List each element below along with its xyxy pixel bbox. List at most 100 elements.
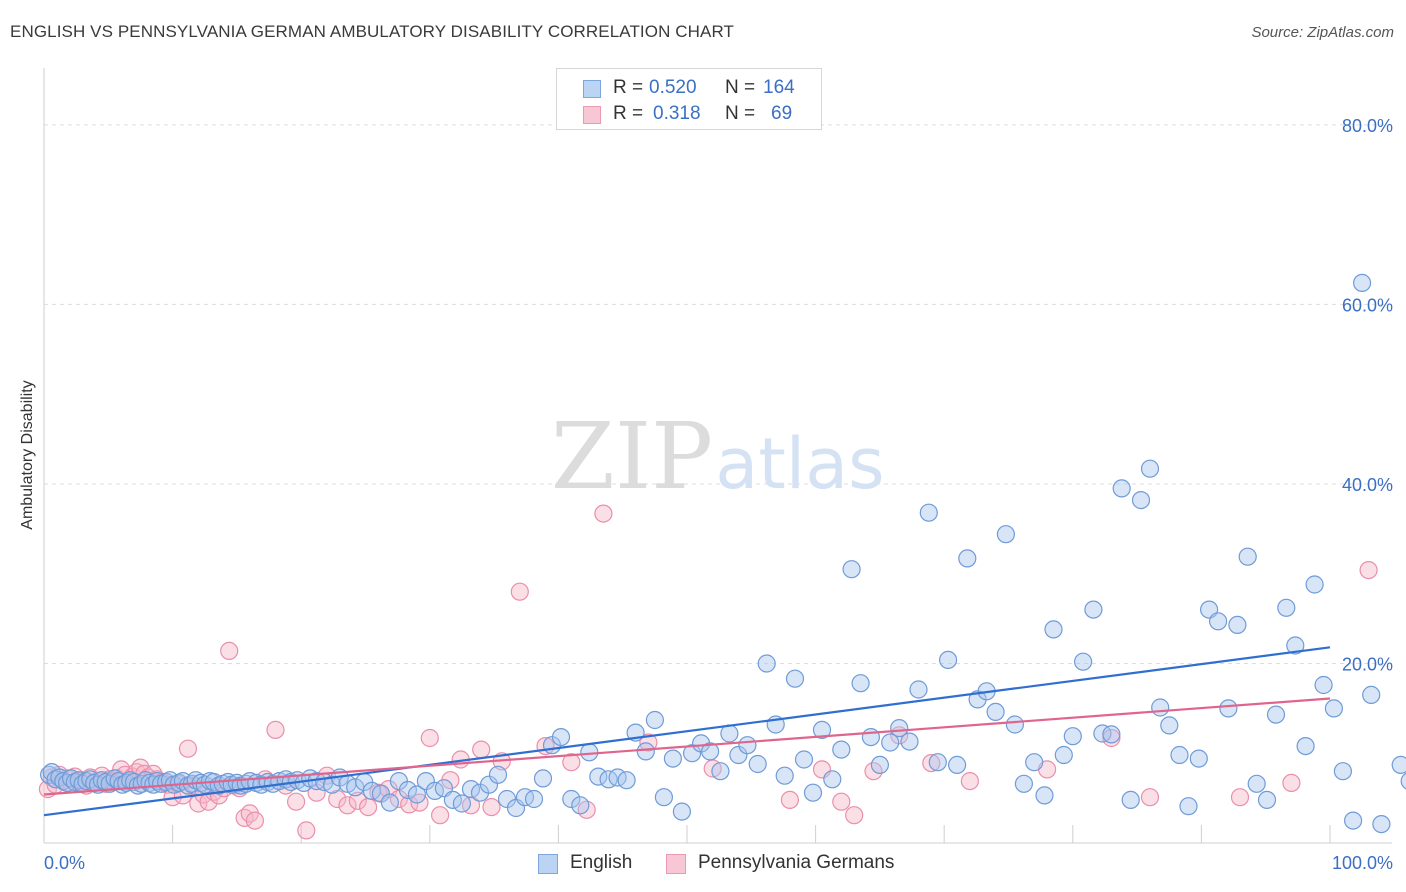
pennsylvania-germans-point xyxy=(178,739,198,758)
pennsylvania-germans-point xyxy=(338,796,357,815)
english-point xyxy=(881,733,900,752)
english-point xyxy=(700,742,720,761)
r-label: R = xyxy=(613,103,644,124)
english-swatch xyxy=(583,80,601,98)
pennsylvania-germans-point xyxy=(328,789,347,809)
english-point xyxy=(380,793,399,812)
english-point xyxy=(1238,547,1257,566)
english-point xyxy=(832,740,851,759)
english-point xyxy=(1228,615,1247,635)
english-point xyxy=(1257,790,1277,810)
pennsylvania-germans-point xyxy=(960,771,980,791)
english-point xyxy=(398,780,417,800)
pennsylvania-germans-point xyxy=(245,811,264,830)
english-point xyxy=(672,802,692,821)
x-tick-label: 100.0% xyxy=(1332,853,1393,873)
english-point xyxy=(775,766,794,785)
x-tick-label: 0.0% xyxy=(44,853,85,873)
pennsylvania-germans-point xyxy=(845,806,864,825)
english-point xyxy=(1324,699,1344,718)
pennsylvania-germans-point xyxy=(348,791,367,810)
english-point xyxy=(711,762,730,781)
english-point xyxy=(785,669,805,688)
english-point xyxy=(1005,715,1025,734)
pennsylvania-germans-point xyxy=(431,806,450,825)
english-point xyxy=(1073,652,1093,671)
english-point xyxy=(1170,745,1189,765)
english-point xyxy=(1112,479,1131,498)
english-point xyxy=(654,788,674,807)
english-point xyxy=(1219,699,1238,718)
english-point xyxy=(551,727,571,747)
english-point xyxy=(1372,814,1391,834)
pennsylvania-germans-point xyxy=(510,582,529,601)
english-point xyxy=(323,775,342,794)
english-point xyxy=(1035,786,1054,805)
pennsylvania-germans-point xyxy=(461,796,481,815)
english-point xyxy=(900,732,919,751)
pennsylvania-germans-legend-label: Pennsylvania Germans xyxy=(698,852,895,873)
english-point xyxy=(1131,491,1151,510)
source-credit: Source: ZipAtlas.com xyxy=(1251,24,1394,41)
pennsylvania-germans-point xyxy=(359,797,378,817)
y-tick-label: 60.0% xyxy=(1342,295,1393,315)
pennsylvania-germans-r-value: 0.318 xyxy=(653,103,701,124)
chart-title: ENGLISH VS PENNSYLVANIA GERMAN AMBULATOR… xyxy=(10,22,735,41)
english-point xyxy=(1208,612,1228,631)
english-point xyxy=(842,560,861,579)
english-point xyxy=(909,680,928,699)
grid-lines xyxy=(44,124,1392,664)
english-point xyxy=(823,770,842,789)
english-point xyxy=(645,710,665,730)
r-label: R = xyxy=(613,77,644,98)
axes xyxy=(43,68,1392,844)
english-point xyxy=(1247,774,1266,793)
english-point xyxy=(1333,762,1353,781)
pennsylvania-germans-point xyxy=(1359,560,1378,580)
english-point xyxy=(1305,575,1324,594)
pennsylvania-germans-point xyxy=(420,728,439,748)
english-point xyxy=(1025,753,1044,772)
english-point xyxy=(958,549,977,568)
english-point xyxy=(1400,772,1406,790)
english-point xyxy=(757,654,776,673)
english-point xyxy=(794,750,814,769)
english-point xyxy=(1014,774,1034,793)
english-point xyxy=(851,674,870,693)
english-point xyxy=(870,755,890,775)
watermark-zip: ZIP xyxy=(551,403,713,510)
english-trend-line xyxy=(43,646,1331,817)
english-legend-label: English xyxy=(570,852,633,873)
english-point xyxy=(748,754,767,774)
english-point xyxy=(738,736,757,755)
english-point xyxy=(1063,727,1082,746)
tick-labels: 20.0% 40.0% 60.0% 80.0% 0.0% 100.0% xyxy=(44,116,1393,873)
pennsylvania-germans-point xyxy=(220,641,239,661)
pennsylvania-germans-point xyxy=(1282,773,1301,793)
english-point xyxy=(240,771,259,791)
english-point xyxy=(928,753,947,772)
pennsylvania-germans-point xyxy=(266,720,285,740)
pennsylvania-germans-point xyxy=(922,753,941,773)
english-point xyxy=(1160,716,1179,735)
english-point xyxy=(515,788,535,807)
english-point xyxy=(947,755,967,775)
english-point xyxy=(996,525,1016,544)
watermark-atlas: atlas xyxy=(715,423,884,505)
english-point xyxy=(812,720,832,740)
trend-lines xyxy=(43,646,1331,817)
pennsylvania-germans-point xyxy=(287,792,306,811)
pennsylvania-germans-legend-swatch xyxy=(666,854,686,874)
english-point xyxy=(443,790,462,810)
pennsylvania-germans-point xyxy=(562,753,581,772)
english-point xyxy=(562,789,581,809)
english-point xyxy=(1277,598,1296,617)
english-point xyxy=(919,503,938,522)
pennsylvania-germans-point xyxy=(832,792,851,811)
english-point xyxy=(636,742,655,761)
english-point xyxy=(1314,675,1333,695)
english-point xyxy=(1352,273,1372,292)
english-point xyxy=(663,749,683,768)
english-point xyxy=(1102,725,1121,744)
english-point xyxy=(1054,745,1073,765)
